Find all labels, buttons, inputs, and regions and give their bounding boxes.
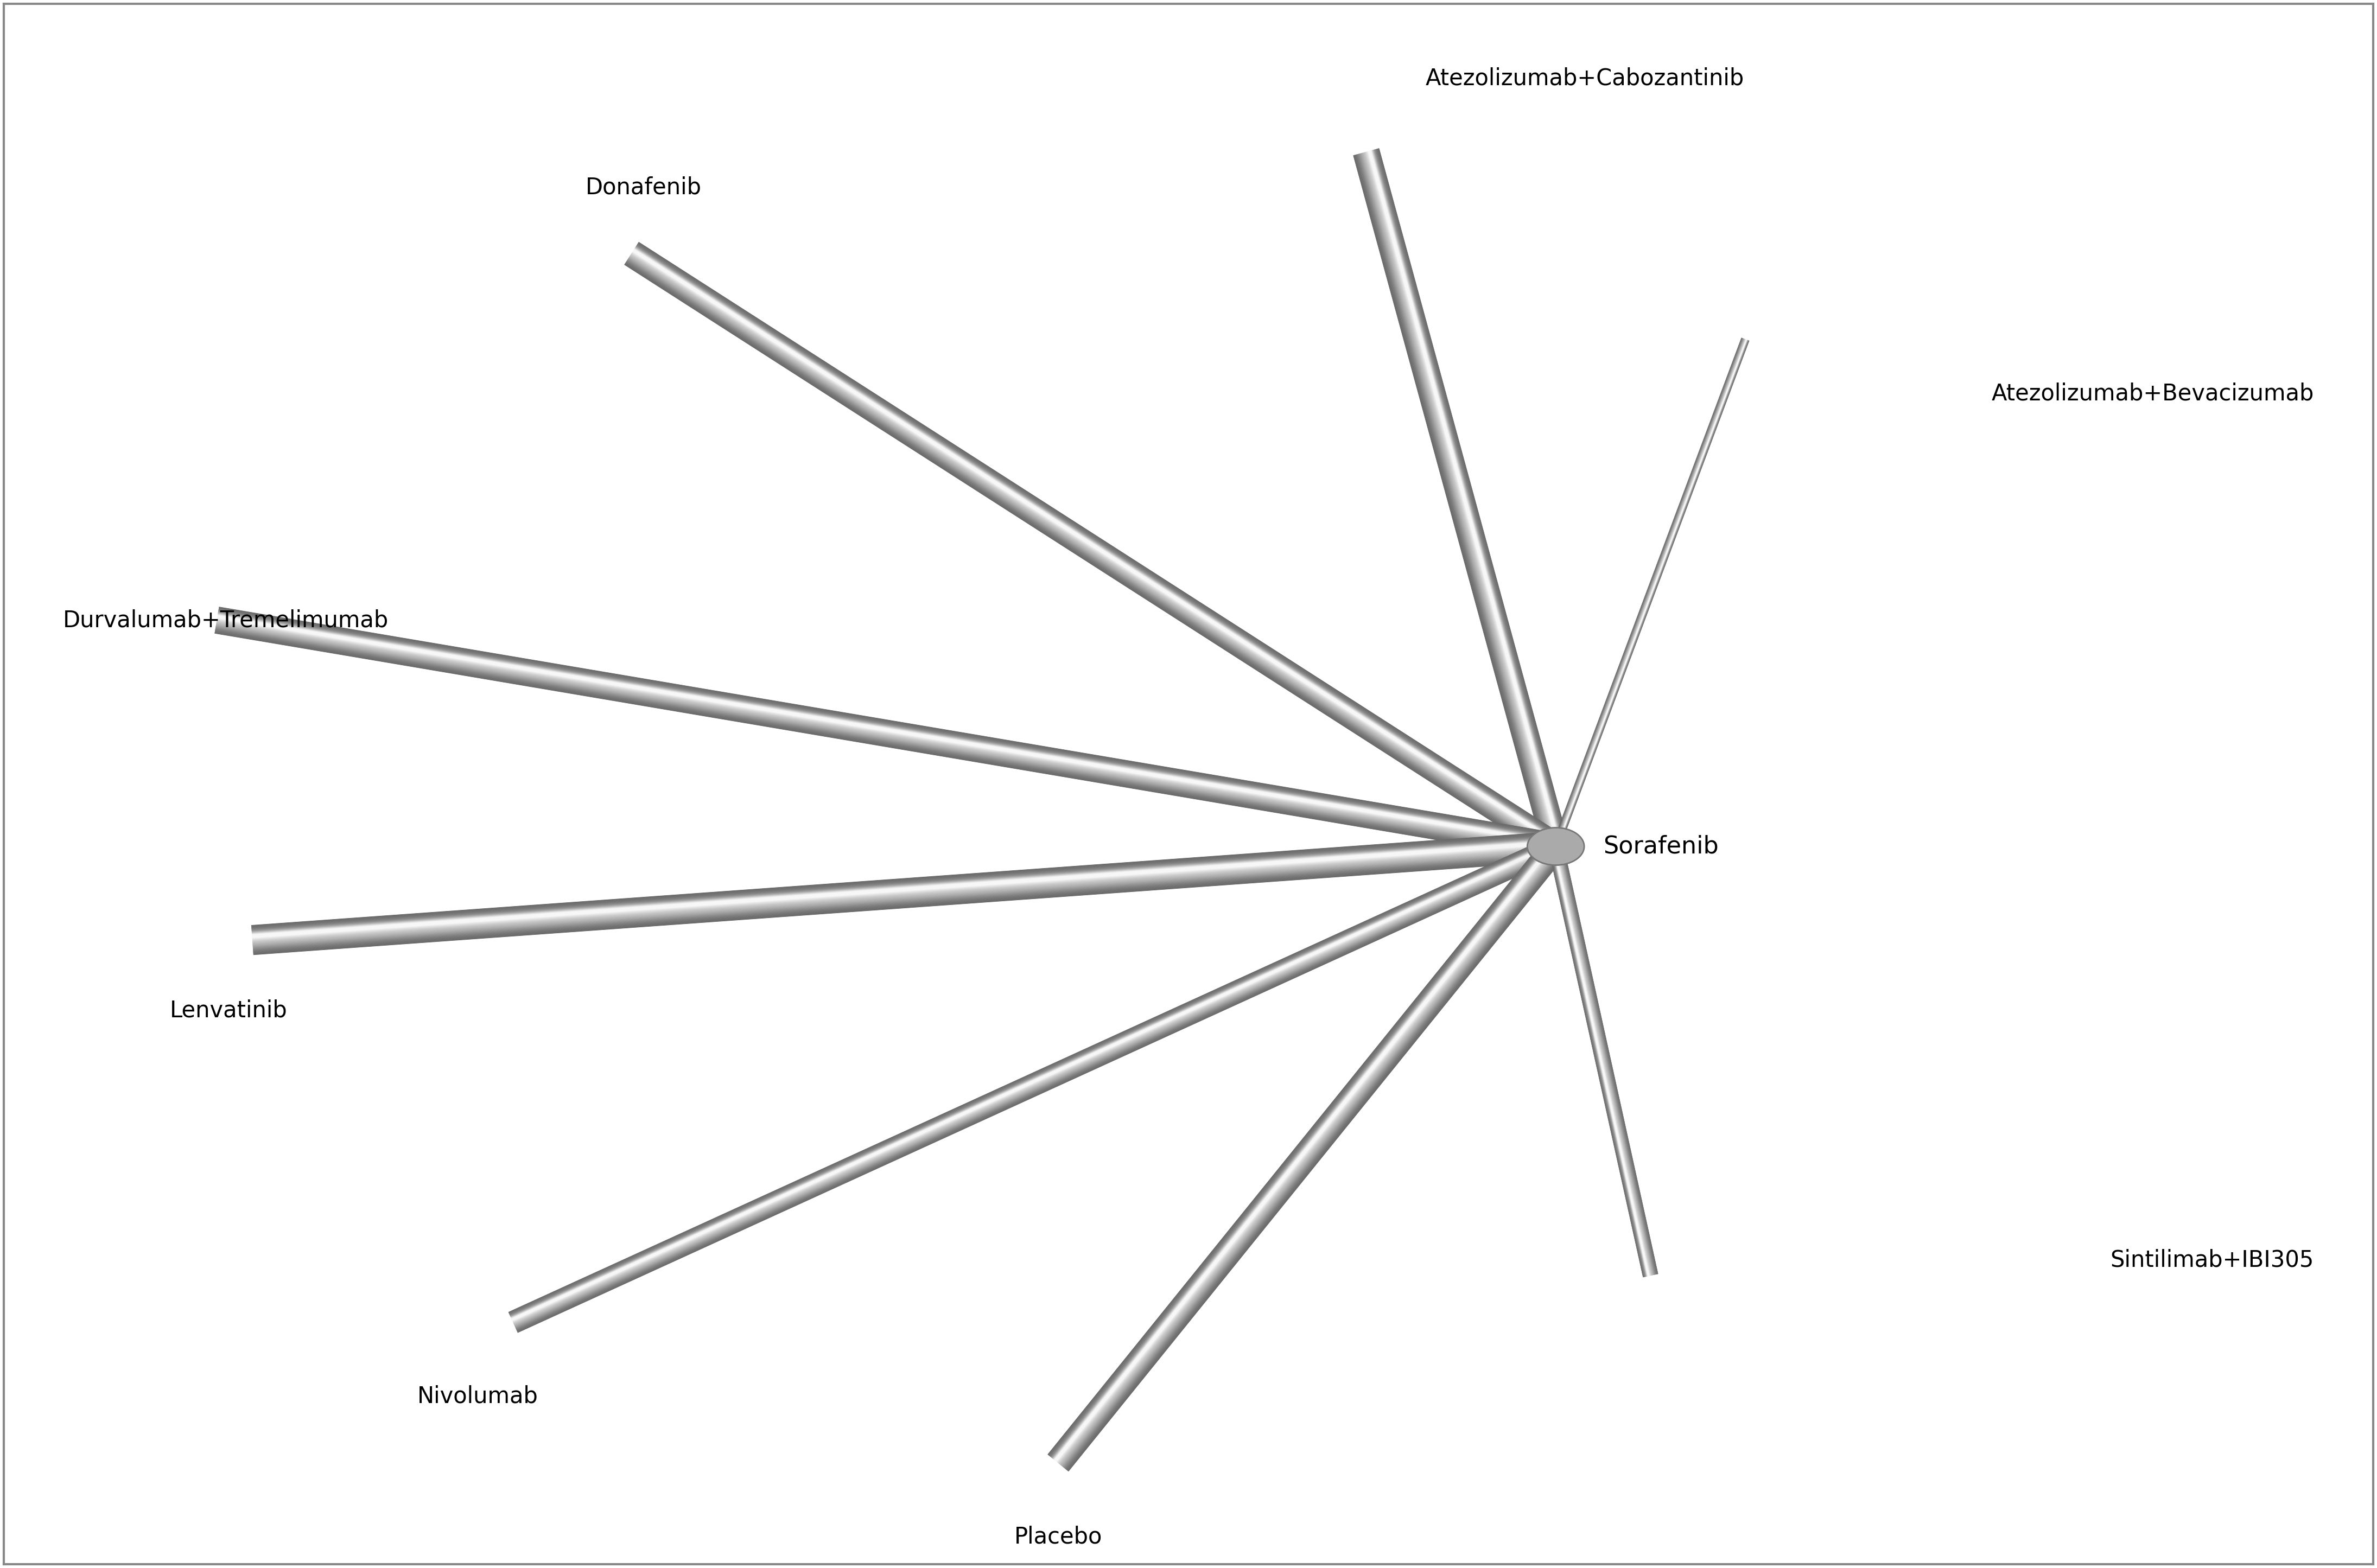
Text: Durvalumab+Tremelimumab: Durvalumab+Tremelimumab [64,608,390,632]
Text: Atezolizumab+Cabozantinib: Atezolizumab+Cabozantinib [1426,67,1745,89]
Text: Atezolizumab+Bevacizumab: Atezolizumab+Bevacizumab [1992,383,2313,405]
Text: Lenvatinib: Lenvatinib [169,999,288,1022]
Text: Donafenib: Donafenib [585,176,701,199]
Text: Sorafenib: Sorafenib [1602,834,1719,858]
Text: Nivolumab: Nivolumab [418,1385,537,1408]
Text: Sintilimab+IBI305: Sintilimab+IBI305 [2111,1248,2313,1272]
Circle shape [1528,828,1583,866]
Text: Placebo: Placebo [1015,1526,1103,1548]
